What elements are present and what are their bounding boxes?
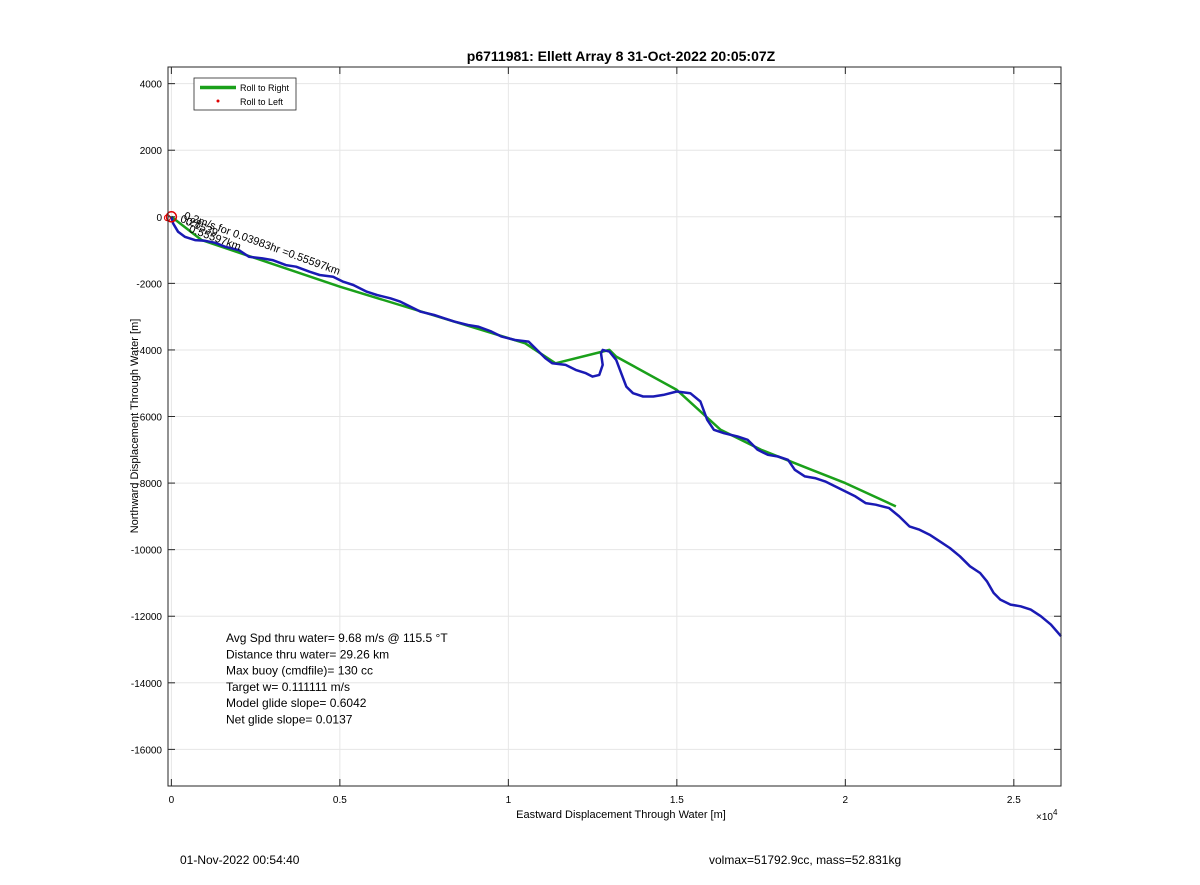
y-tick-label: 4000	[140, 80, 163, 91]
grid-lines	[168, 67, 1061, 786]
axes-box	[167, 66, 1062, 787]
stats-line: Distance thru water= 29.26 km	[226, 647, 389, 661]
y-tick-label: -2000	[136, 279, 162, 290]
stats-line: Avg Spd thru water= 9.68 m/s @ 115.5 °T	[226, 631, 448, 645]
stats-line: Model glide slope= 0.6042	[226, 696, 367, 710]
legend-label-roll-right: Roll to Right	[240, 83, 290, 93]
y-tick-label: -10000	[131, 546, 163, 557]
legend-swatch-roll-left	[216, 99, 220, 103]
x-tick-label: 0	[169, 795, 175, 806]
legend-label-roll-left: Roll to Left	[240, 97, 284, 107]
y-tick-label: -16000	[131, 745, 163, 756]
y-axis-label: Northward Displacement Through Water [m]	[129, 319, 141, 534]
footer-timestamp: 01-Nov-2022 00:54:40	[180, 853, 300, 867]
start-marker	[165, 211, 178, 223]
series-roll-to-right-line	[170, 215, 897, 508]
x-axis-exponent: ×104	[1036, 808, 1058, 823]
y-tick-label: 0	[156, 213, 162, 224]
y-tick-label: -14000	[131, 679, 163, 690]
y-tick-label: -12000	[131, 612, 163, 623]
chart-title: p6711981: Ellett Array 8 31-Oct-2022 20:…	[467, 48, 776, 64]
axes-background	[168, 67, 1061, 786]
x-tick-label: 0.5	[333, 795, 347, 806]
x-axis-exponent-base: ×10	[1036, 812, 1053, 823]
x-tick-label: 1.5	[670, 795, 684, 806]
x-tick-label: 2.5	[1007, 795, 1021, 806]
x-tick-label: 2	[843, 795, 849, 806]
legend-box	[193, 77, 297, 111]
y-tick-label: -6000	[136, 413, 162, 424]
y-tick-label: -4000	[136, 346, 162, 357]
x-axis-label: Eastward Displacement Through Water [m]	[516, 809, 726, 821]
stats-line: Net glide slope= 0.0137	[226, 713, 353, 727]
stats-line: Max buoy (cmdfile)= 130 cc	[226, 664, 373, 678]
legend: Roll to Right Roll to Left	[193, 77, 297, 111]
x-axis-exponent-power: 4	[1053, 808, 1058, 817]
tick-marks: 0 0.5 1 1.5 2 2.5 4000 2000 0 -2000 -4000 -6000 -800…	[131, 67, 1061, 806]
stats-line: Target w= 0.111111 m/s	[226, 680, 350, 694]
x-tick-label: 1	[506, 795, 512, 806]
y-tick-label: -8000	[136, 479, 162, 490]
y-tick-label: 2000	[140, 146, 163, 157]
start-marker-small	[163, 214, 171, 222]
footer-volmass: volmax=51792.9cc, mass=52.831kg	[709, 853, 902, 867]
stats-block: Avg Spd thru water= 9.68 m/s @ 115.5 °T D…	[226, 631, 448, 727]
series-track-line	[170, 216, 1062, 638]
